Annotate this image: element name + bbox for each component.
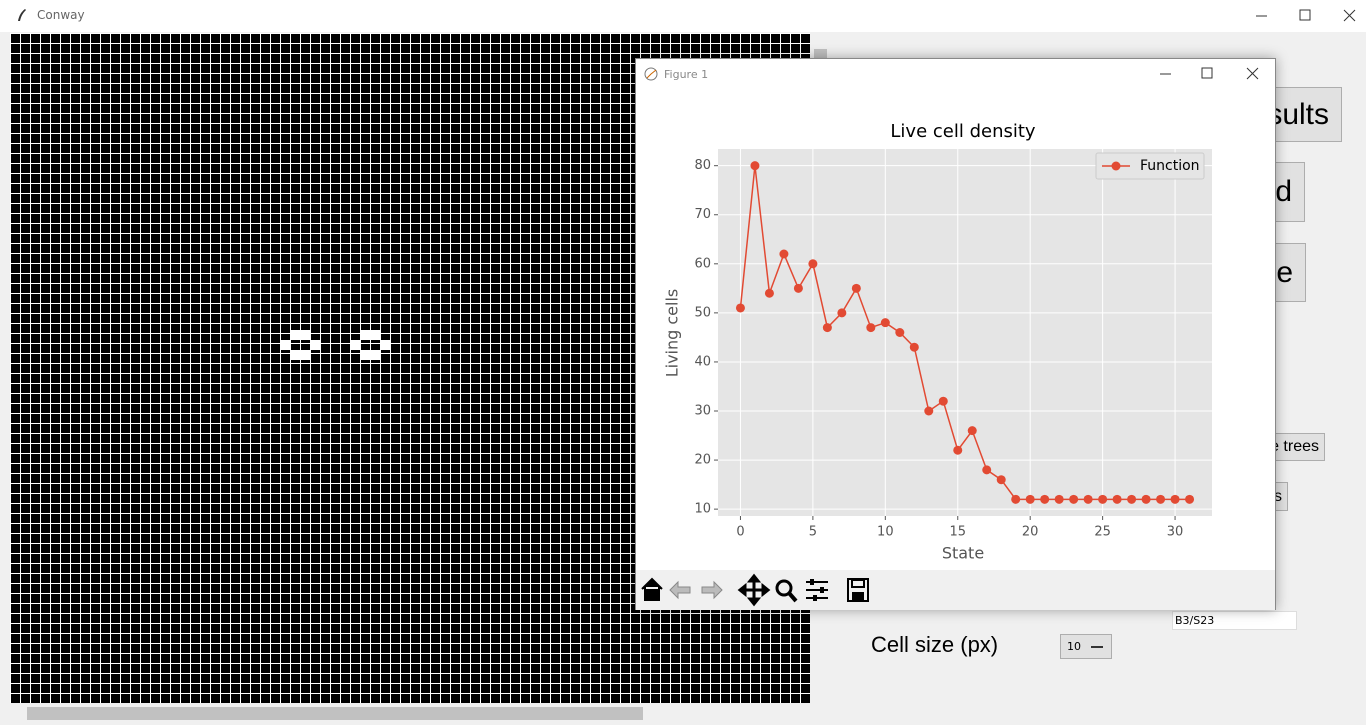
- y-tick-label: 80: [694, 158, 711, 173]
- marker: [1185, 494, 1195, 504]
- plot-area: [718, 149, 1212, 516]
- marker: [764, 288, 774, 298]
- marker: [822, 323, 832, 333]
- marker: [1156, 494, 1166, 504]
- marker: [1083, 494, 1093, 504]
- title-bar: Conway: [0, 0, 1366, 32]
- marker: [938, 396, 948, 406]
- marker: [909, 342, 919, 352]
- y-tick-label: 20: [694, 453, 711, 468]
- marker: [924, 406, 934, 416]
- marker: [953, 445, 963, 455]
- rule-entry[interactable]: B3/S23: [1172, 611, 1297, 630]
- x-tick-label: 5: [809, 525, 817, 540]
- x-tick-label: 10: [877, 525, 894, 540]
- window-controls[interactable]: [1240, 0, 1366, 32]
- x-tick-label: 25: [1094, 525, 1111, 540]
- y-tick-label: 70: [694, 207, 711, 222]
- y-tick-label: 10: [694, 502, 711, 517]
- cell-size-value: 10: [1067, 640, 1081, 653]
- figure-controls[interactable]: [1146, 59, 1276, 89]
- marker: [1112, 494, 1122, 504]
- x-tick-label: 0: [736, 525, 744, 540]
- marker: [1141, 494, 1151, 504]
- x-axis-label: State: [942, 544, 984, 563]
- marker: [1025, 494, 1035, 504]
- marker: [1011, 494, 1021, 504]
- horizontal-scrollbar[interactable]: [10, 705, 812, 722]
- legend-marker: [1111, 161, 1121, 171]
- legend-label: Function: [1140, 158, 1200, 174]
- y-tick-label: 30: [694, 404, 711, 419]
- marker: [1098, 494, 1108, 504]
- cell-size-dropdown[interactable]: 10: [1060, 634, 1112, 659]
- marker: [880, 318, 890, 328]
- marker: [793, 283, 803, 293]
- y-tick-label: 40: [694, 354, 711, 369]
- toolbar: [636, 570, 1275, 610]
- toolbar-icons[interactable]: [636, 570, 876, 610]
- marker: [735, 303, 745, 313]
- figure-icon: [644, 67, 658, 81]
- marker: [750, 161, 760, 171]
- marker: [1040, 494, 1050, 504]
- chart-title: Live cell density: [890, 121, 1036, 142]
- y-tick-label: 50: [694, 305, 711, 320]
- marker: [967, 426, 977, 436]
- marker: [808, 259, 818, 269]
- marker: [895, 328, 905, 337]
- window-title: Conway: [37, 8, 85, 22]
- y-tick-label: 60: [694, 256, 711, 271]
- marker: [982, 465, 992, 475]
- y-axis-label: Living cells: [663, 289, 682, 378]
- chart: Live cell density State Living cells 0 5 1…: [663, 121, 1212, 563]
- marker: [1069, 494, 1079, 504]
- legend-box: [1095, 152, 1205, 180]
- x-tick-label: 15: [949, 525, 966, 540]
- marker: [851, 283, 861, 293]
- x-tick-label: 30: [1167, 525, 1184, 540]
- marker: [837, 308, 847, 318]
- app-icon: [18, 9, 26, 21]
- marker: [1127, 494, 1137, 504]
- figure-title: Figure 1: [664, 68, 709, 81]
- marker: [866, 323, 876, 333]
- cell-size-label: Cell size (px): [871, 632, 999, 657]
- marker: [1170, 494, 1180, 504]
- marker: [779, 249, 789, 259]
- x-tick-label: 20: [1022, 525, 1039, 540]
- marker: [996, 475, 1006, 485]
- marker: [1054, 494, 1064, 504]
- figure-window: Figure 1 Live cell density State Living …: [635, 58, 1276, 610]
